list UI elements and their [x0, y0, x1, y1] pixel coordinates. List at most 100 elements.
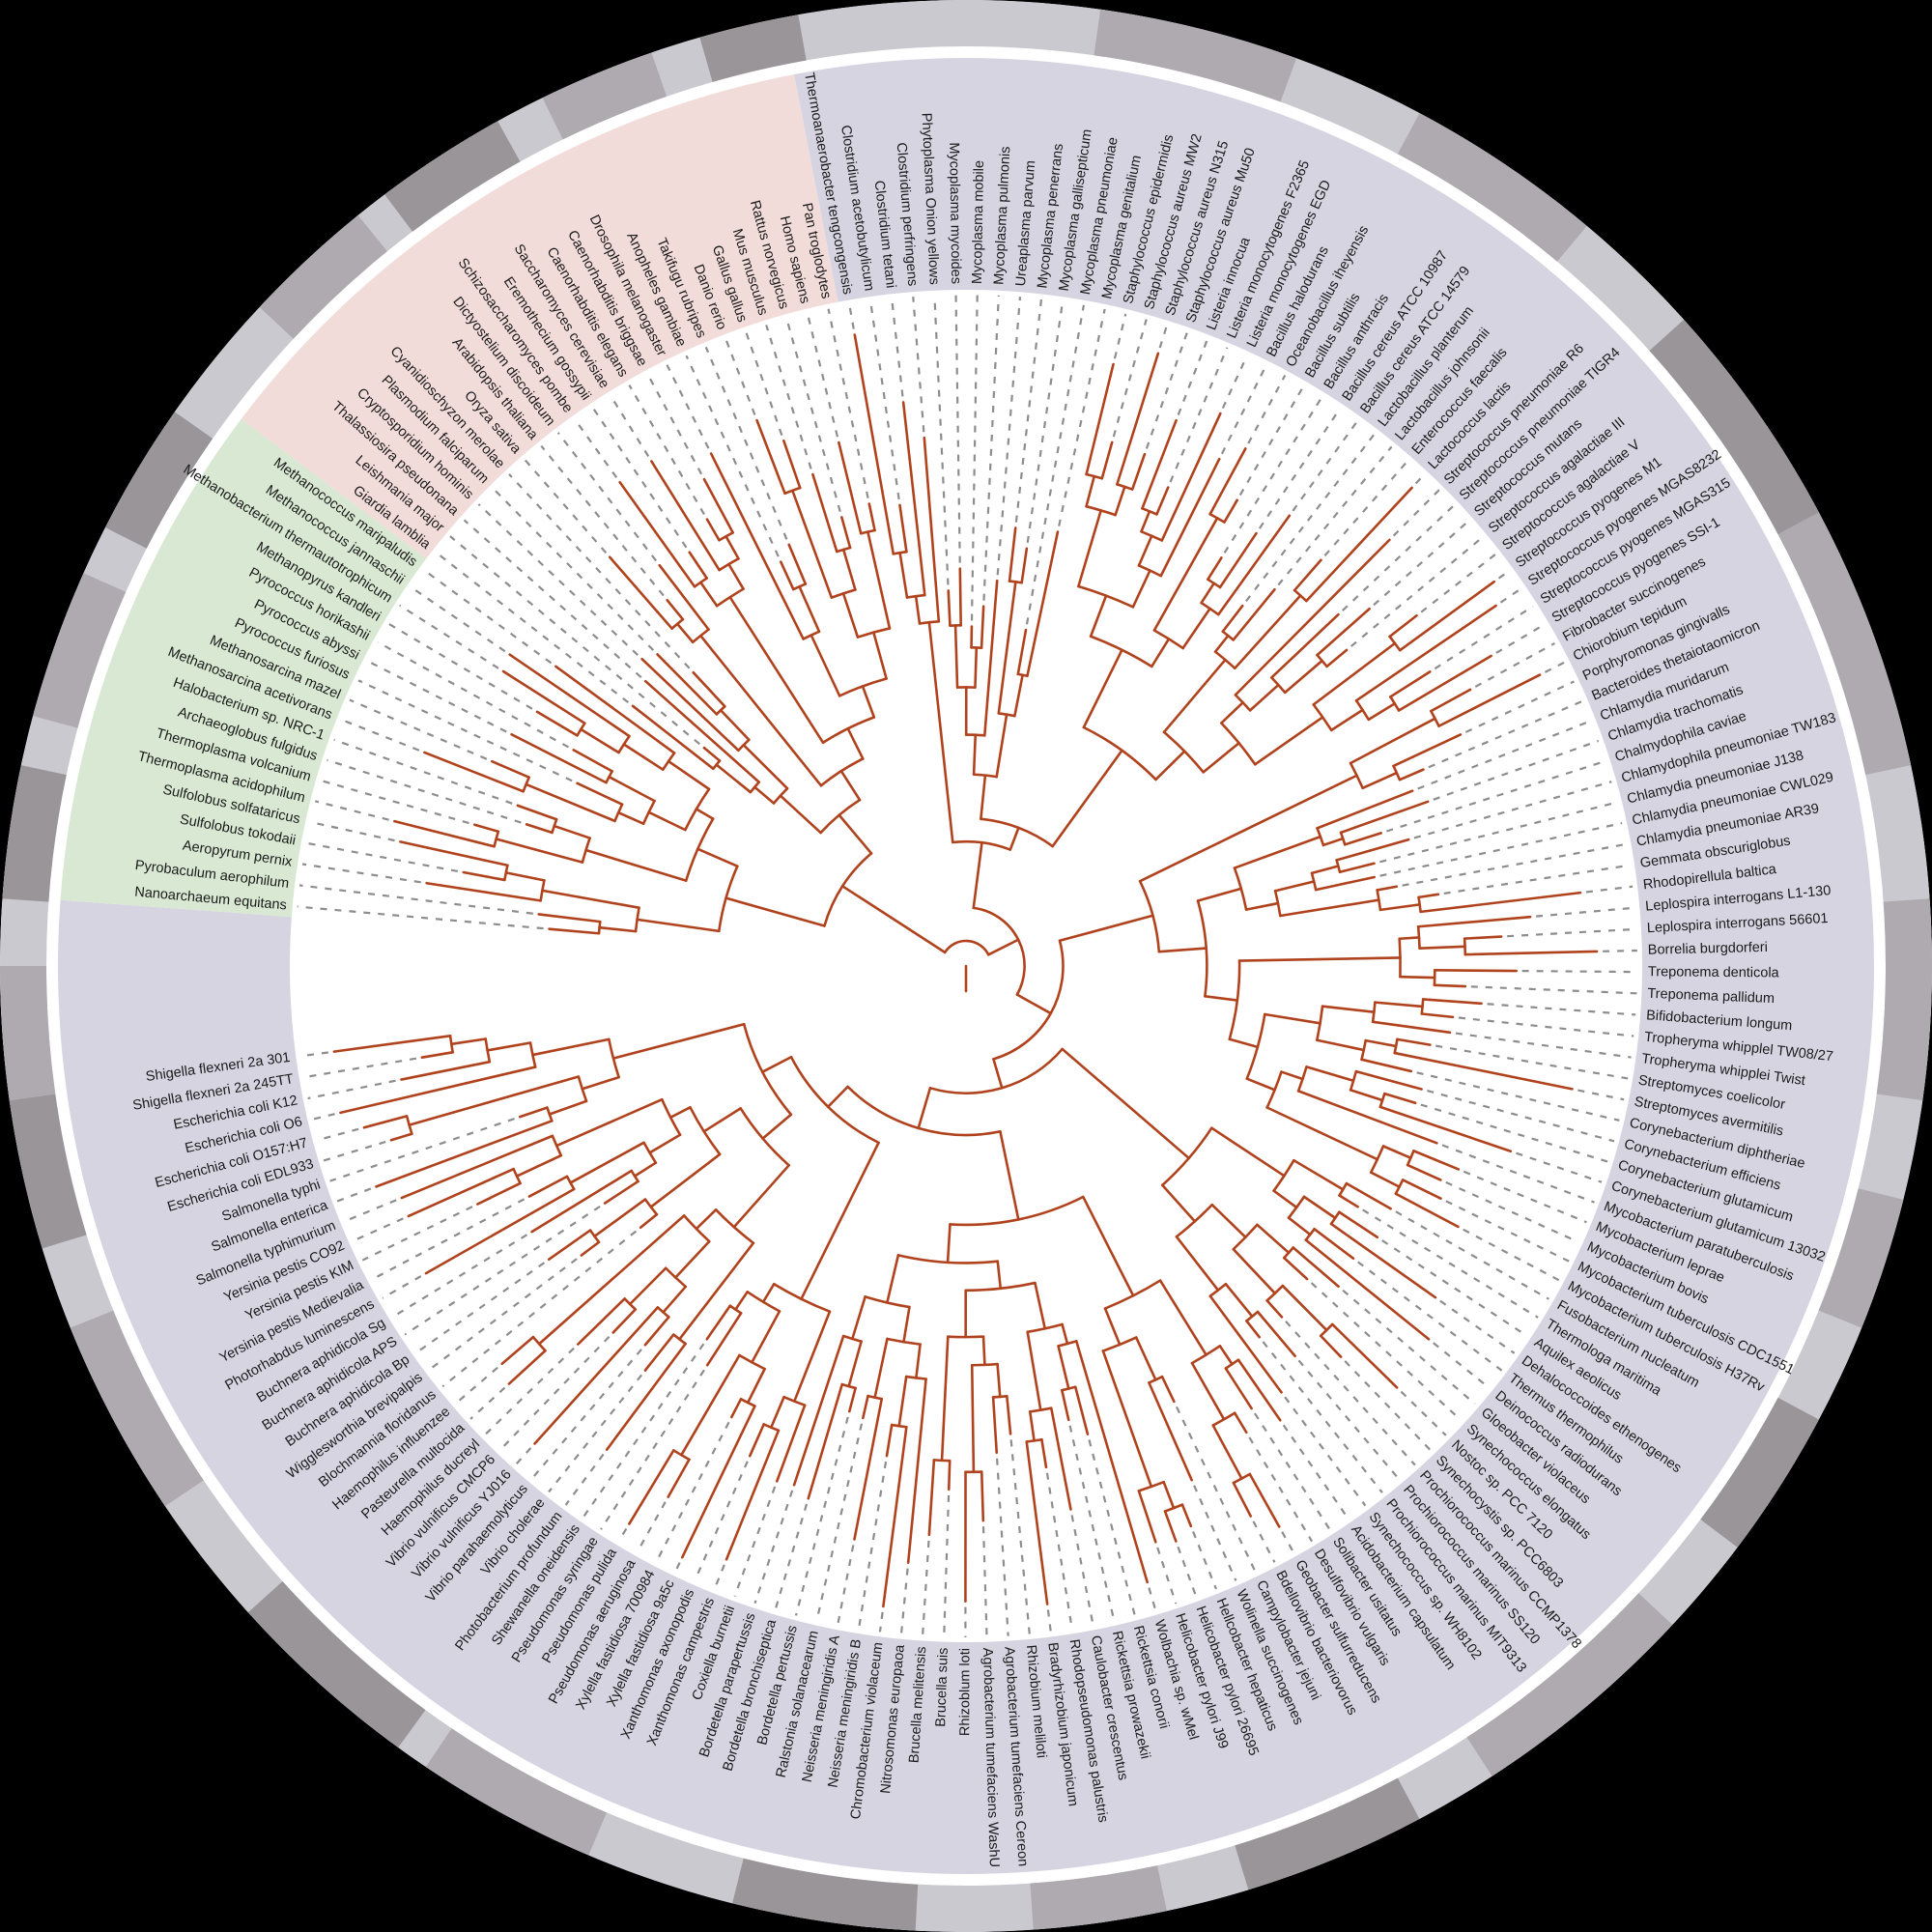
tree-branch — [1140, 510, 1151, 533]
tip-connector — [1474, 641, 1555, 688]
tree-branch — [1234, 594, 1302, 670]
tree-branch — [636, 918, 721, 933]
tree-branch — [775, 1404, 807, 1483]
tree-branch — [847, 1386, 857, 1413]
tip-connector — [1148, 1587, 1157, 1611]
tree-branch — [633, 1161, 658, 1178]
tip-connector — [1277, 445, 1393, 586]
tree-branch — [631, 704, 715, 771]
ring-segment — [9, 1094, 87, 1249]
tree-branch — [970, 1363, 976, 1474]
tree-branch — [1219, 700, 1244, 724]
tree-branch — [734, 1291, 749, 1311]
tip-connector — [415, 1262, 545, 1353]
tree-branch — [1378, 1105, 1513, 1153]
tree-branch — [715, 763, 753, 794]
tree-branch — [953, 624, 959, 689]
tip-connector — [1158, 325, 1169, 349]
tree-branch — [537, 913, 602, 923]
tip-connector — [1439, 1299, 1516, 1354]
tree-branch — [748, 1423, 766, 1458]
tree-branch — [500, 1335, 535, 1366]
tip-connector — [899, 1568, 909, 1634]
tip-connector — [1281, 1531, 1294, 1553]
tree-branch — [1369, 1171, 1401, 1188]
tree-branch — [1338, 1210, 1379, 1239]
tree-branch — [1058, 914, 1154, 943]
tip-connector — [301, 863, 421, 884]
tree-branch — [1310, 865, 1340, 875]
taxon-label: Mycoplasma mobile — [970, 160, 987, 284]
tree-branch — [974, 646, 979, 689]
tip-connector — [320, 779, 469, 825]
tree-branch — [927, 1459, 936, 1537]
tree-branch — [1245, 1320, 1262, 1339]
tree-branch — [1338, 862, 1376, 874]
tip-connector — [353, 1217, 404, 1242]
tip-connector — [996, 297, 1022, 576]
tree-branch — [886, 1254, 900, 1304]
tree-branch — [662, 1285, 688, 1314]
tree-branch — [695, 808, 715, 820]
tree-branch — [1245, 1077, 1276, 1092]
tree-branch — [698, 634, 823, 787]
tree-branch — [1233, 835, 1322, 869]
tip-connector — [806, 313, 838, 438]
tree-branch — [898, 551, 909, 599]
tree-branch — [399, 840, 509, 867]
tree-branch — [1349, 717, 1436, 765]
tree-branch — [420, 1051, 454, 1059]
tip-connector — [1362, 1208, 1539, 1319]
tree-branch — [992, 1058, 1004, 1090]
tip-connector — [305, 841, 459, 873]
tree-branch — [1180, 1503, 1193, 1528]
tree-branch — [1314, 875, 1376, 892]
tip-connector — [349, 698, 488, 760]
tree-branch — [846, 726, 865, 760]
tree-branch — [885, 1423, 894, 1458]
tree-branch — [1051, 749, 1123, 848]
tip-connector — [1402, 842, 1627, 887]
tree-branch — [1089, 594, 1108, 639]
tree-branch — [525, 823, 554, 835]
tree-branch — [518, 1106, 549, 1119]
tree-branch — [1398, 936, 1421, 941]
tree-branch — [668, 1106, 692, 1120]
tip-connector — [704, 346, 788, 540]
tip-connector — [1392, 489, 1440, 537]
tip-connector — [1068, 1425, 1116, 1622]
tree-branch — [1061, 1047, 1191, 1160]
tree-branch — [1283, 659, 1323, 695]
tree-branch — [873, 1337, 889, 1399]
tip-connector — [540, 445, 665, 597]
tip-connector — [1220, 364, 1267, 455]
tree-branch — [1265, 1299, 1284, 1319]
tip-connector — [774, 1503, 809, 1610]
tree-branch — [840, 885, 947, 954]
tip-connector — [1070, 1515, 1094, 1626]
tree-branch — [792, 1334, 845, 1487]
tree-branch — [746, 1367, 766, 1405]
tip-connector — [1177, 1546, 1198, 1598]
tree-branch — [1316, 789, 1414, 830]
tip-connector — [1463, 1228, 1560, 1282]
tip-connector — [1026, 301, 1065, 544]
tree-branch — [608, 775, 656, 803]
tree-branch — [424, 1187, 576, 1275]
tip-connector — [794, 1416, 849, 1616]
tree-branch — [569, 1141, 645, 1184]
tree-branch — [958, 567, 962, 627]
tree-branch — [995, 713, 1009, 779]
tree-branch — [666, 598, 685, 621]
tree-branch — [1319, 1334, 1343, 1358]
tip-connector — [1009, 1439, 1031, 1634]
tip-connector — [515, 1447, 532, 1465]
tip-connector — [1342, 504, 1456, 611]
tip-connector — [556, 432, 657, 562]
tree-branch — [1204, 995, 1239, 1002]
tree-branch — [1040, 1437, 1048, 1469]
tree-branch — [1101, 1350, 1153, 1489]
tip-connector — [1292, 419, 1359, 512]
taxon-label: Treponema denticola — [1648, 964, 1780, 980]
